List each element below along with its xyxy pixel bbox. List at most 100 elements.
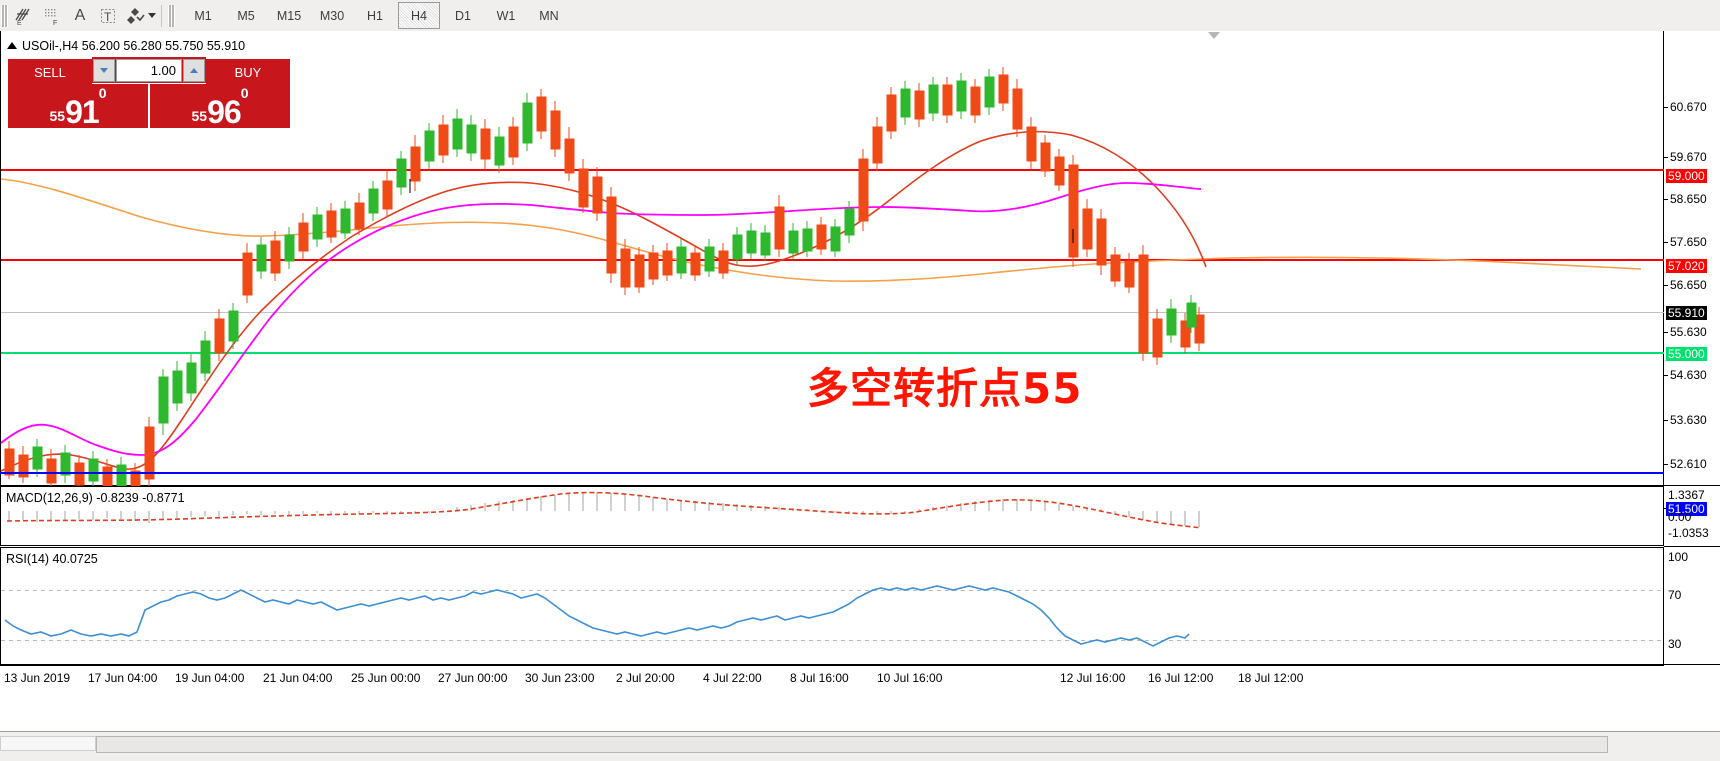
time-axis-label: 17 Jun 04:00 xyxy=(88,671,158,685)
price-axis-label: 57.650 xyxy=(1670,235,1707,249)
buy-price-display[interactable]: 55 96 0 xyxy=(150,84,290,128)
rsi-line xyxy=(4,585,1190,647)
volume-input[interactable]: 1.00 xyxy=(116,58,182,82)
volume-decrement-button[interactable] xyxy=(93,58,115,82)
macd-axis-label: -1.0353 xyxy=(1668,526,1709,540)
price-axis[interactable]: 60.670 59.670 58.650 57.650 56.650 55.630 54.6… xyxy=(1664,31,1720,665)
macd-axis-label: 0.00 xyxy=(1668,510,1692,524)
price-axis-tick xyxy=(1664,107,1668,108)
macd-label: MACD(12,26,9) -0.8239 -0.8771 xyxy=(6,491,185,505)
price-level-tag[interactable]: 55.910 xyxy=(1666,306,1707,320)
buy-price-big: 96 xyxy=(207,94,242,130)
price-axis-label: 52.610 xyxy=(1670,457,1707,471)
text-label-icon[interactable]: T xyxy=(94,3,122,29)
time-axis-line xyxy=(0,665,1664,666)
rsi-level-30 xyxy=(1,640,1663,641)
candle-group xyxy=(4,67,1205,503)
macd-axis: 1.3367 0.00 -1.0353 xyxy=(1664,486,1720,546)
horizontal-scrollbar[interactable] xyxy=(0,736,1720,753)
price-pane[interactable]: USOil-,H4 56.200 56.280 55.750 55.910 SE… xyxy=(0,31,1665,503)
toolbar-divider xyxy=(161,4,162,27)
rsi-axis-label: 30 xyxy=(1668,637,1682,651)
templates-icon[interactable]: F xyxy=(38,3,66,29)
symbol-ohlc-text: USOil-,H4 56.200 56.280 55.750 55.910 xyxy=(22,39,246,53)
timeframe-button-m1[interactable]: M1 xyxy=(194,8,212,23)
time-axis-label: 12 Jul 16:00 xyxy=(1060,671,1126,685)
buy-button[interactable]: BUY xyxy=(206,57,290,85)
objects-dropdown-icon[interactable] xyxy=(148,13,156,18)
axis-divider xyxy=(1664,664,1720,665)
price-axis-label: 53.630 xyxy=(1670,413,1707,427)
time-axis-label: 19 Jun 04:00 xyxy=(175,671,245,685)
scrollbar-thumb[interactable] xyxy=(96,736,1608,753)
rsi-level-70 xyxy=(1,590,1663,591)
objects-icon[interactable] xyxy=(122,3,150,29)
rsi-pane[interactable]: RSI(14) 40.0725 xyxy=(0,547,1664,665)
sell-price-big: 91 xyxy=(65,94,100,130)
level-line-51500[interactable] xyxy=(0,472,1664,474)
macd-histogram xyxy=(8,492,1200,527)
toolbar-grip[interactable] xyxy=(1,4,8,27)
rsi-label: RSI(14) 40.0725 xyxy=(6,552,98,566)
price-level-tag[interactable]: 59.000 xyxy=(1666,169,1707,183)
sell-button[interactable]: SELL xyxy=(8,57,92,85)
timeframe-button-mn[interactable]: MN xyxy=(539,8,559,23)
axis-divider xyxy=(1664,546,1720,547)
time-axis-label: 13 Jun 2019 xyxy=(4,671,71,685)
timeframe-button-m5[interactable]: M5 xyxy=(237,8,255,23)
collapse-triangle-icon[interactable] xyxy=(7,42,17,49)
time-axis-label: 8 Jul 16:00 xyxy=(790,671,849,685)
rsi-axis: 100 70 30 xyxy=(1664,547,1720,665)
one-click-trading-panel: SELL 1.00 BUY 55 91 0 55 96 0 xyxy=(8,57,290,128)
timeframe-button-h1[interactable]: H1 xyxy=(367,8,383,23)
time-axis-label: 21 Jun 04:00 xyxy=(263,671,333,685)
rsi-series xyxy=(4,585,1190,647)
rsi-axis-label: 100 xyxy=(1668,550,1689,564)
chart-annotation-text[interactable]: 多空转折点55 xyxy=(807,364,1083,413)
price-level-tag[interactable]: 55.000 xyxy=(1666,347,1707,361)
svg-text:T: T xyxy=(104,10,112,24)
indicators-icon[interactable]: E xyxy=(10,3,38,29)
chart-container: USOil-,H4 56.200 56.280 55.750 55.910 SE… xyxy=(0,31,1720,761)
price-level-tag[interactable]: 57.020 xyxy=(1666,259,1707,273)
price-axis-tick xyxy=(1664,242,1668,243)
axis-divider xyxy=(1664,485,1720,486)
time-axis-label: 27 Jun 00:00 xyxy=(438,671,508,685)
level-line-59000[interactable] xyxy=(1,169,1665,171)
time-axis-label: 18 Jul 12:00 xyxy=(1238,671,1304,685)
scrollbar-left-region[interactable] xyxy=(0,736,96,751)
buy-price-fraction: 0 xyxy=(240,85,249,101)
oct-top-row: SELL 1.00 BUY xyxy=(8,57,290,85)
svg-text:E: E xyxy=(17,20,22,26)
current-price-line xyxy=(1,312,1665,313)
chevron-down-icon xyxy=(100,67,108,73)
timeframe-button-h4[interactable]: H4 xyxy=(398,2,440,29)
timeframe-button-d1[interactable]: D1 xyxy=(455,8,471,23)
chart-pointer-marks xyxy=(409,179,1074,243)
timeframe-group: M1 M5 M15 M30 H1 H4 D1 W1 MN xyxy=(183,2,569,29)
level-line-57020[interactable] xyxy=(1,259,1665,261)
timeframe-button-m15[interactable]: M15 xyxy=(276,8,302,23)
time-axis-label: 2 Jul 20:00 xyxy=(616,671,675,685)
timeframe-button-m30[interactable]: M30 xyxy=(319,8,345,23)
price-level-tag[interactable]: 51.500 xyxy=(1666,502,1707,516)
text-tool-icon[interactable]: A xyxy=(66,3,94,29)
level-line-55000[interactable] xyxy=(1,352,1665,354)
ma-orange-line xyxy=(0,178,1642,282)
macd-axis-label: 1.3367 xyxy=(1668,488,1705,502)
timeframe-button-w1[interactable]: W1 xyxy=(496,8,516,23)
timeframe-toolbar-grip[interactable] xyxy=(168,4,175,27)
oct-price-row: 55 91 0 55 96 0 xyxy=(8,84,290,128)
symbol-info: USOil-,H4 56.200 56.280 55.750 55.910 xyxy=(7,39,245,53)
macd-pane[interactable]: MACD(12,26,9) -0.8239 -0.8771 xyxy=(0,486,1664,546)
price-axis-label: 60.670 xyxy=(1670,100,1707,114)
price-axis-label: 56.650 xyxy=(1670,278,1707,292)
price-axis-label: 58.650 xyxy=(1670,192,1707,206)
rsi-axis-label: 70 xyxy=(1668,588,1682,602)
sell-price-display[interactable]: 55 91 0 xyxy=(8,84,148,128)
price-axis-label: 59.670 xyxy=(1670,150,1707,164)
price-axis-tick xyxy=(1664,285,1668,286)
volume-increment-button[interactable] xyxy=(183,58,205,82)
sell-price-prefix: 55 xyxy=(49,108,66,124)
